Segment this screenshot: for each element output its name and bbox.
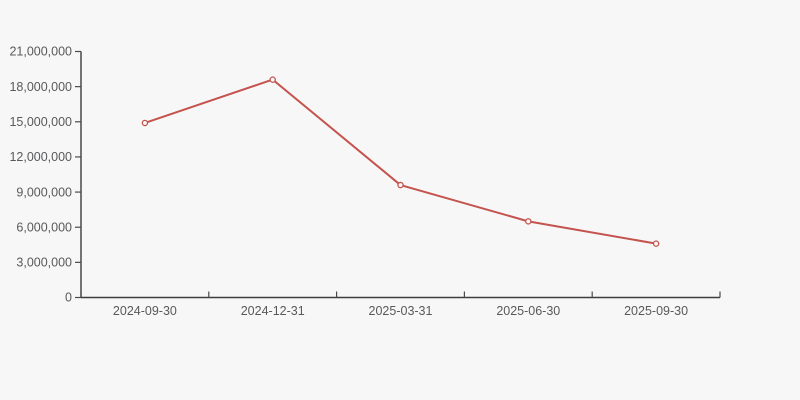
y-tick-label: 12,000,000 (9, 150, 72, 164)
y-tick-label: 18,000,000 (9, 80, 72, 94)
data-point-marker (652, 240, 660, 247)
y-tick-label: 15,000,000 (9, 115, 72, 129)
y-tick-label: 6,000,000 (16, 220, 72, 234)
x-tick-label: 2025-03-31 (369, 304, 433, 318)
x-tick-label: 2025-06-30 (496, 304, 560, 318)
data-point-marker (269, 76, 276, 83)
y-tick-label: 0 (65, 291, 72, 305)
x-tick-label: 2024-09-30 (113, 304, 177, 318)
data-line (143, 78, 658, 245)
x-tick-label: 2025-09-30 (624, 304, 688, 318)
data-point-marker (397, 181, 404, 189)
data-point-marker (141, 119, 149, 127)
y-tick-label: 3,000,000 (16, 256, 72, 270)
x-tick-label: 2024-12-31 (241, 304, 305, 318)
y-tick-label: 9,000,000 (16, 185, 72, 199)
y-tick-label: 21,000,000 (9, 45, 72, 59)
data-point-marker (525, 218, 532, 225)
